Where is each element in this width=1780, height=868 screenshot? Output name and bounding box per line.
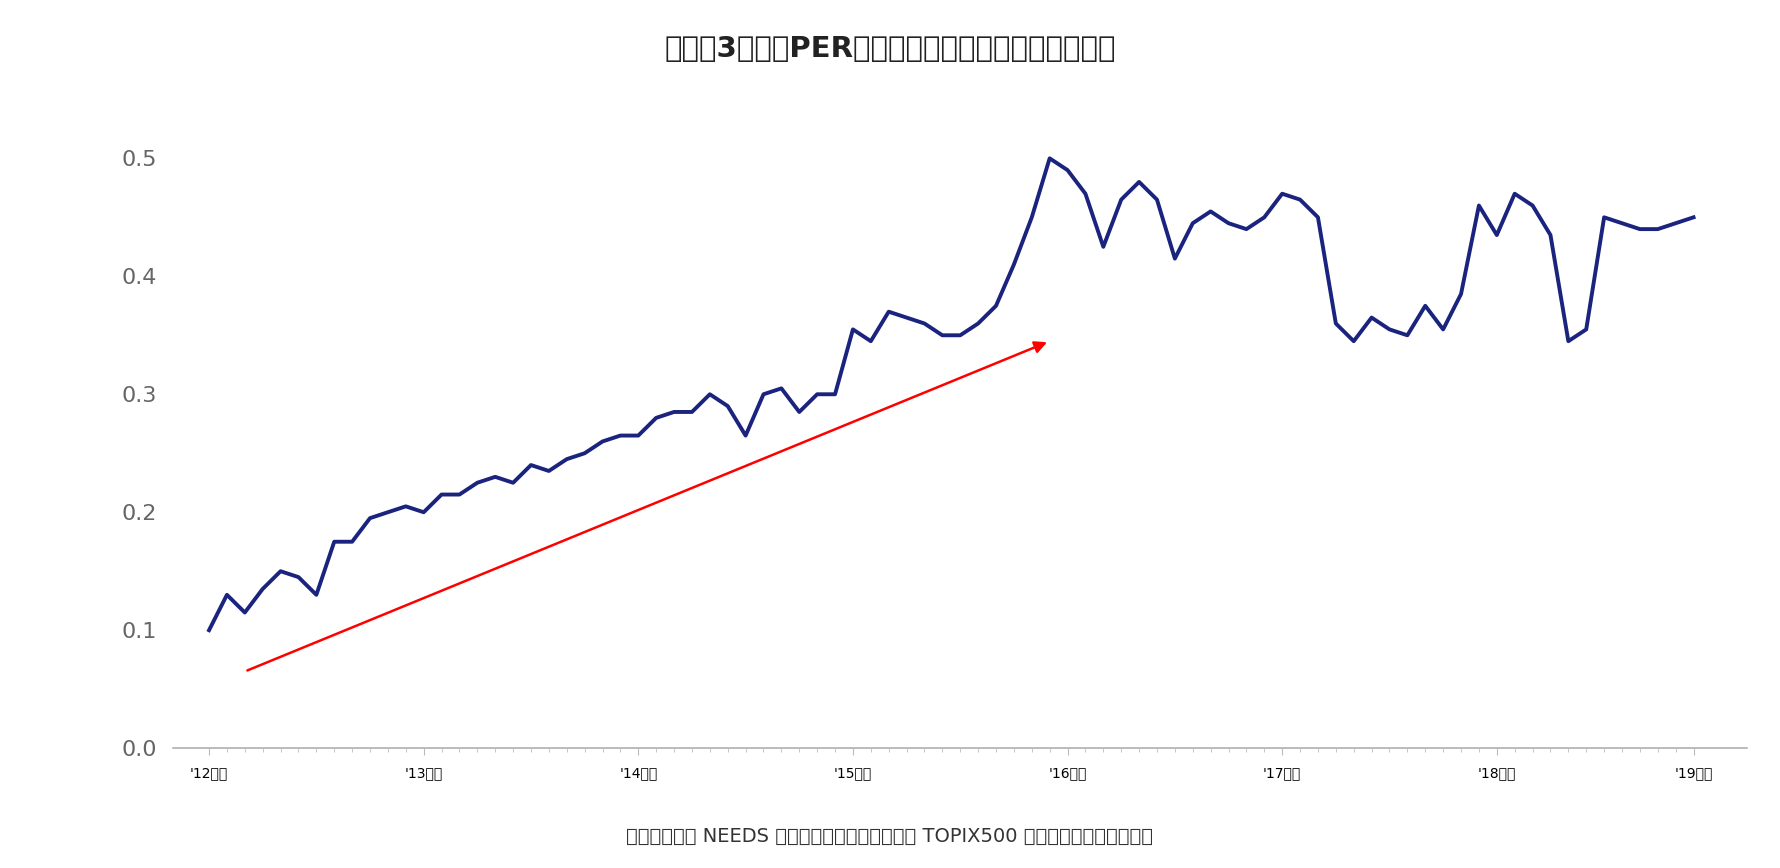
Text: 【図表3】予想PERと自己資本比率の相関係数の推移: 【図表3】予想PERと自己資本比率の相関係数の推移: [664, 35, 1116, 62]
Text: （資料）日経 NEEDS などより作成。月初時点の TOPIX500 採用銘柄間の順位相関。: （資料）日経 NEEDS などより作成。月初時点の TOPIX500 採用銘柄間…: [627, 827, 1153, 846]
